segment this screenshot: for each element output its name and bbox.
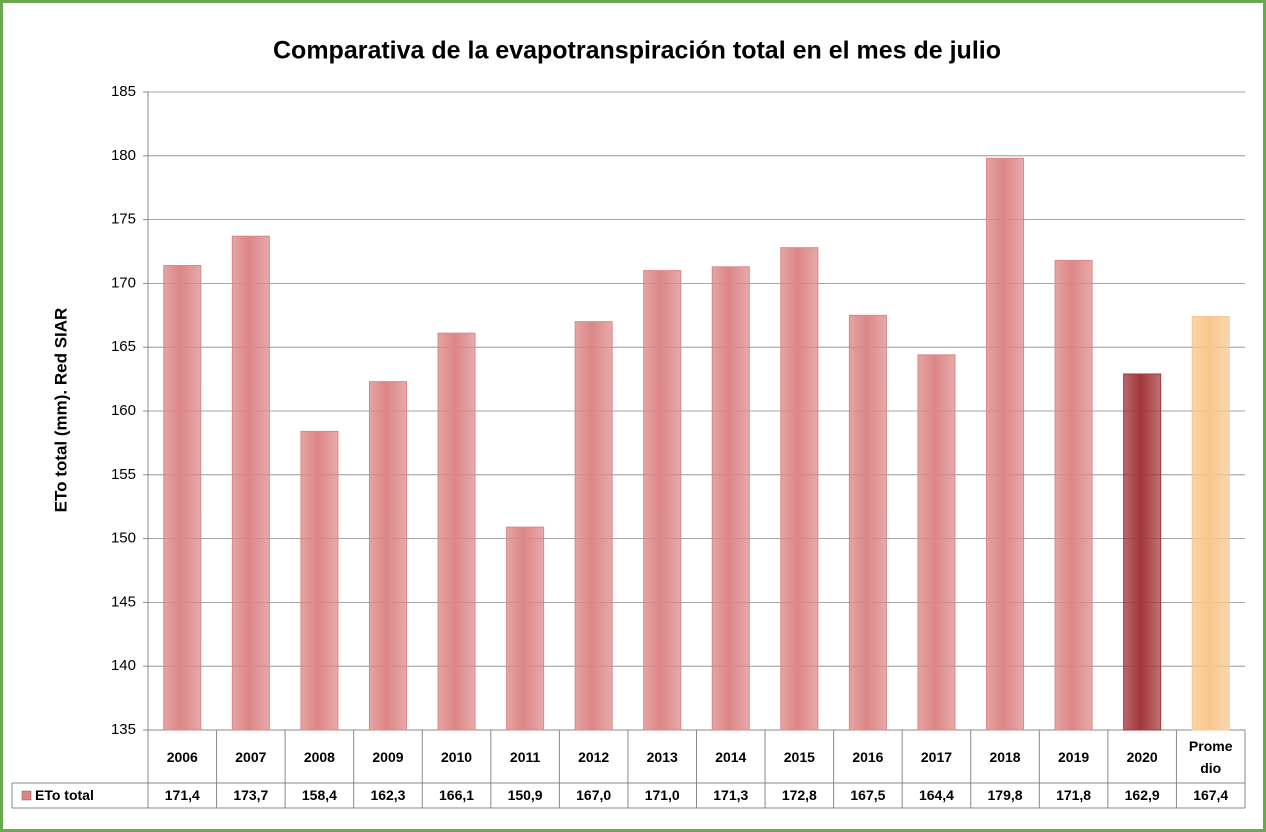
y-tick-label: 165	[111, 338, 136, 355]
x-tick-label: 2012	[578, 748, 610, 765]
value-label: 171,0	[645, 787, 680, 803]
value-label: 167,0	[576, 787, 611, 803]
bar	[231, 235, 270, 731]
value-label: 179,8	[988, 787, 1023, 803]
value-label: 171,3	[713, 787, 748, 803]
value-label: 167,5	[850, 787, 885, 803]
value-label: 172,8	[782, 787, 817, 803]
bar	[163, 265, 202, 731]
value-label: 167,4	[1193, 787, 1228, 803]
value-label: 162,3	[370, 787, 405, 803]
x-tick-label: 2017	[920, 748, 953, 765]
x-tick-label: 2018	[989, 748, 1021, 765]
x-tick-label: 2008	[303, 748, 335, 765]
x-tick-label: 2009	[372, 748, 404, 765]
y-tick-label: 175	[111, 211, 136, 228]
y-tick-label: 155	[111, 466, 136, 483]
x-tick-cell: 2016	[852, 748, 884, 765]
x-tick-label: 2006	[166, 748, 198, 765]
bar	[643, 270, 682, 731]
x-tick-label: 2019	[1058, 748, 1090, 765]
y-tick-label: 185	[111, 83, 136, 100]
x-tick-label: 2010	[440, 748, 473, 765]
x-tick-cell: 2013	[646, 748, 678, 765]
x-tick-cell: 2018	[989, 748, 1021, 765]
x-tick-label: Promedio	[1188, 737, 1233, 776]
bar	[848, 314, 887, 731]
x-tick-label: 2011	[509, 748, 541, 765]
x-tick-cell: 2020	[1126, 748, 1158, 765]
value-label: 166,1	[439, 787, 474, 803]
y-tick-label: 180	[111, 147, 136, 164]
x-tick-cell: 2019	[1058, 748, 1090, 765]
x-tick-cell: 2009	[372, 748, 404, 765]
y-tick-label: 160	[111, 402, 136, 419]
bar	[1191, 316, 1230, 731]
y-tick-label: 150	[111, 530, 136, 547]
x-tick-cell: Promedio	[1188, 737, 1233, 776]
x-tick-cell: 2007	[235, 748, 267, 765]
y-tick-label: 145	[111, 593, 136, 610]
bar	[986, 157, 1025, 731]
bar	[711, 266, 750, 731]
y-tick-label: 170	[111, 274, 136, 291]
legend-label: ETo total	[35, 787, 94, 803]
value-label: 150,9	[508, 787, 543, 803]
chart-title: Comparativa de la evapotranspiración tot…	[273, 37, 1001, 65]
bar	[506, 526, 545, 731]
x-tick-label: 2014	[715, 748, 747, 765]
bar	[1054, 259, 1093, 731]
value-label: 162,9	[1125, 787, 1160, 803]
x-tick-cell: 2015	[783, 748, 815, 765]
x-tick-label: 2016	[852, 748, 884, 765]
value-label: 164,4	[919, 787, 954, 803]
y-tick-label: 135	[111, 721, 136, 738]
x-tick-label: 2007	[235, 748, 267, 765]
x-tick-cell: 2006	[166, 748, 198, 765]
bar	[300, 430, 339, 731]
legend-swatch	[21, 790, 32, 801]
value-label: 171,4	[165, 787, 200, 803]
value-label: 173,7	[233, 787, 268, 803]
x-tick-label: 2013	[646, 748, 678, 765]
x-tick-label: 2020	[1126, 748, 1158, 765]
x-tick-cell: 2017	[920, 748, 953, 765]
bar	[917, 354, 956, 731]
x-tick-cell: 2008	[303, 748, 335, 765]
y-axis-label: ETo total (mm). Red SIAR	[51, 308, 70, 513]
value-label: 171,8	[1056, 787, 1091, 803]
x-tick-cell: 2011	[509, 748, 541, 765]
bar	[368, 381, 407, 731]
bar	[780, 247, 819, 731]
x-tick-cell: 2012	[578, 748, 610, 765]
bar	[437, 332, 476, 731]
bar	[574, 321, 613, 731]
x-tick-cell: 2014	[715, 748, 747, 765]
x-tick-label: 2015	[783, 748, 815, 765]
x-tick-cell: 2010	[440, 748, 473, 765]
y-tick-label: 140	[111, 657, 136, 674]
value-label: 158,4	[302, 787, 337, 803]
bar	[1123, 373, 1162, 731]
